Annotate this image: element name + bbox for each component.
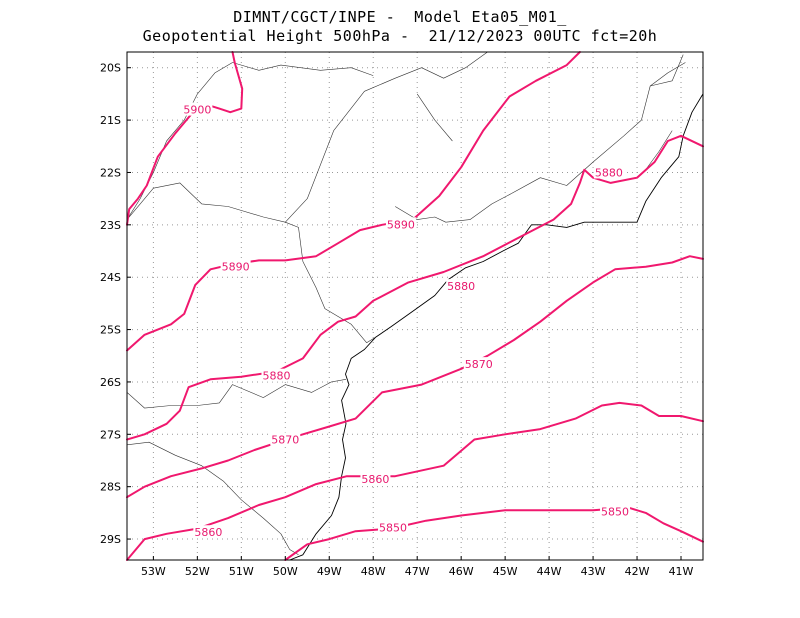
lon-tick-label: 49W <box>317 565 342 578</box>
border-line <box>126 379 347 409</box>
map-title-line-1: DIMNT/CGCT/INPE - Model Eta05_M01_ <box>233 8 567 26</box>
lat-tick-label: 23S <box>100 219 121 232</box>
contour-labels: 5900 5890 5880 5870 5860 5850 5890 5880 5880 5870… <box>182 102 631 539</box>
lat-tick-label: 28S <box>100 481 121 494</box>
border-line <box>395 193 512 223</box>
graticule <box>127 52 703 560</box>
lat-tick-label: 26S <box>100 376 121 389</box>
lat-tick-label: 20S <box>100 62 121 75</box>
border-line <box>511 54 684 194</box>
lon-tick-label: 47W <box>405 565 430 578</box>
contour-label: 5890 <box>387 218 415 231</box>
contour-label: 5850 <box>601 505 629 518</box>
lat-tick-label: 24S <box>100 271 121 284</box>
lon-tick-label: 41W <box>669 565 694 578</box>
coastline-path <box>127 93 704 561</box>
lat-tick-label: 25S <box>100 324 121 337</box>
contour-label: 5890 <box>222 261 250 274</box>
border-line <box>232 62 374 76</box>
border-line <box>126 62 233 220</box>
contour-label-bg <box>261 368 292 382</box>
contour-label: 5880 <box>595 166 623 179</box>
lon-tick-label: 44W <box>537 565 562 578</box>
contour-label: 5880 <box>447 280 475 293</box>
map-frame <box>126 51 704 561</box>
contour-label: 5870 <box>271 434 299 447</box>
lon-tick-label: 50W <box>273 565 298 578</box>
contour-label: 5900 <box>183 104 211 117</box>
contour-label-bg <box>593 165 624 179</box>
border-line <box>416 93 453 142</box>
border-line <box>126 441 299 556</box>
lon-tick-label: 52W <box>185 565 210 578</box>
contour-5880 <box>126 134 704 441</box>
coastline <box>127 93 704 561</box>
contour-label: 5880 <box>262 370 290 383</box>
border-line <box>643 130 673 173</box>
map-title-line-2: Geopotential Height 500hPa - 21/12/2023 … <box>142 27 658 45</box>
lat-tick-label: 27S <box>100 428 121 441</box>
contour-label-bg <box>378 520 409 534</box>
contour-label-bg <box>182 102 213 116</box>
contour-label: 5870 <box>465 358 493 371</box>
lon-tick-label: 43W <box>581 565 606 578</box>
contour-5870 <box>126 255 704 499</box>
contour-5890 <box>126 51 581 352</box>
contour-label-bg <box>193 525 224 539</box>
lon-tick-label: 42W <box>625 565 650 578</box>
border-line <box>650 62 686 87</box>
lon-tick-label: 51W <box>229 565 254 578</box>
lon-tick-label: 46W <box>449 565 474 578</box>
contour-label-bg <box>270 432 301 446</box>
lon-tick-label: 48W <box>361 565 386 578</box>
state-borders <box>126 51 686 556</box>
lat-tick-label: 29S <box>100 533 121 546</box>
lat-tick-label: 22S <box>100 166 121 179</box>
border-line <box>285 51 488 223</box>
contour-label: 5850 <box>379 522 407 535</box>
contour-label-bg <box>220 259 251 273</box>
height-contours <box>126 51 704 561</box>
lon-tick-label: 45W <box>493 565 518 578</box>
lat-tick-label: 21S <box>100 114 121 127</box>
axis-labels: 20S 21S 22S 23S 24S 25S 26S 27S 28S 29S 53W 52W 51W 5… <box>100 62 694 578</box>
contour-label: 5860 <box>194 526 222 539</box>
contour-label: 5860 <box>361 473 389 486</box>
border-line <box>126 182 376 343</box>
contour-label-bg <box>385 217 416 231</box>
contour-label-bg <box>360 471 391 485</box>
contour-label-bg <box>446 279 477 293</box>
contour-5850 <box>284 506 704 561</box>
contour-label-bg <box>463 357 494 371</box>
contour-5860 <box>126 401 704 561</box>
lon-tick-label: 53W <box>141 565 166 578</box>
contour-label-bg <box>600 504 631 518</box>
